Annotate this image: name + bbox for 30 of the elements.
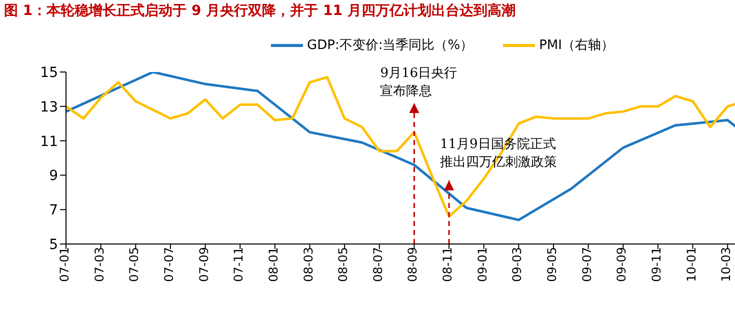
x-tick-label: 07-09 [196,247,211,282]
legend-label: GDP:不变价:当季同比（%） [307,37,474,54]
ref-line-label: 9月16日央行宣布降息 [380,64,458,101]
y-tick-label: 11 [40,134,58,150]
x-tick-label: 09-05 [545,247,560,282]
y-tick-label: 7 [49,202,58,219]
x-tick-label: 07-01 [58,247,72,282]
x-tick-label: 08-01 [266,247,280,282]
x-tick-label: 09-11 [649,247,664,282]
x-tick-label: 09-07 [580,247,594,282]
x-tick-label: 09-01 [475,247,490,282]
x-tick-label: 07-11 [232,247,246,282]
chart-title: 图 1：本轮稳增长正式启动于 9 月央行双降，并于 11 月四万亿计划出台达到高潮 [4,2,516,20]
x-tick-label: 08-03 [301,247,316,282]
x-tick-label: 09-09 [614,247,629,282]
y-tick-label: 15 [40,64,58,81]
y-tick-label: 9 [49,168,58,184]
x-tick-label: 08-09 [406,247,420,282]
y-tick-label: 13 [40,99,58,116]
x-tick-label: 08-11 [440,247,455,282]
legend-label: PMI（右轴） [539,37,614,54]
x-tick-label: 07-03 [92,247,106,282]
y-tick-label: 5 [49,236,58,253]
x-tick-label: 07-07 [162,247,176,282]
x-tick-label: 10-03 [719,247,734,282]
x-tick-label: 08-05 [336,247,350,282]
x-tick-label: 08-07 [370,247,385,282]
x-tick-label: 09-03 [510,247,524,282]
x-tick-label: 10-01 [684,247,698,282]
x-tick-label: 07-05 [127,247,142,282]
